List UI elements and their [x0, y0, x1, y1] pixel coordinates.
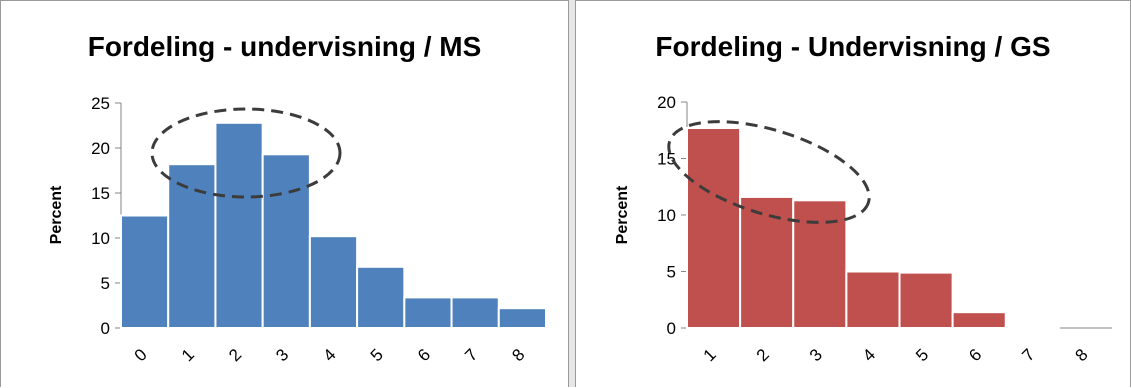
y-tick-label: 5	[667, 263, 676, 282]
chart-panel-gs: Fordeling - Undervisning / GS 0 5 10 15 20 Pe…	[575, 0, 1131, 387]
y-tick-label: 0	[667, 319, 676, 338]
x-tick-label: 3	[272, 345, 292, 365]
chart-title: Fordeling - undervisning / MS	[87, 31, 482, 62]
chart-panel-ms: Fordeling - undervisning / MS 0 5 10 15 20 25…	[0, 0, 569, 387]
y-axis-label: Percent	[48, 185, 65, 244]
chart-title: Fordeling - Undervisning / GS	[655, 31, 1051, 62]
x-tick-label: 8	[1071, 345, 1091, 365]
bar	[403, 296, 453, 329]
bar	[1004, 325, 1060, 329]
bar	[898, 271, 954, 330]
chart-gs: 0 5 10 15 20 Percent 1 2 3 4 5 6 7 8	[614, 93, 1112, 365]
x-tick-label: 1	[700, 345, 720, 365]
highlight-ellipse	[667, 120, 871, 224]
bar	[739, 195, 795, 329]
bar	[792, 199, 848, 329]
bar	[450, 296, 500, 329]
y-tick-label: 20	[657, 93, 676, 112]
x-tick-label: 6	[414, 345, 434, 365]
y-tick-label: 15	[657, 150, 676, 169]
x-tick-label: 5	[912, 345, 932, 365]
bar	[845, 270, 901, 329]
highlight-ellipse	[150, 107, 342, 199]
y-tick-label: 20	[91, 139, 110, 158]
y-tick-label: 5	[101, 274, 110, 293]
bar	[951, 311, 1007, 329]
x-tick-label: 8	[508, 345, 528, 365]
x-tick-label: 3	[806, 345, 826, 365]
chart-ms: 0 5 10 15 20 25 Percent 0 1 2 3 4 5 6 7 8	[48, 94, 547, 365]
y-tick-label: 10	[91, 229, 110, 248]
bar	[167, 163, 217, 329]
x-tick-label: 2	[753, 345, 773, 365]
bar	[308, 235, 359, 329]
bar	[261, 153, 311, 329]
y-tick-label: 25	[91, 94, 110, 113]
x-tick-label: 7	[461, 345, 481, 365]
y-tick-label: 0	[101, 319, 110, 338]
bar	[686, 126, 742, 329]
panel-divider	[569, 0, 575, 387]
bar	[214, 121, 264, 329]
y-tick-label: 15	[91, 184, 110, 203]
y-tick-label: 10	[657, 206, 676, 225]
y-axis-label: Percent	[614, 185, 631, 244]
bar	[120, 214, 170, 329]
x-tick-label: 4	[859, 345, 879, 365]
x-tick-label: 0	[131, 345, 151, 365]
x-tick-label: 1	[178, 345, 198, 365]
x-tick-label: 2	[225, 345, 245, 365]
x-tick-label: 6	[965, 345, 985, 365]
x-tick-label: 4	[320, 345, 340, 365]
bar	[356, 265, 406, 329]
bar	[497, 307, 547, 330]
x-tick-label: 7	[1018, 345, 1038, 365]
x-tick-label: 5	[367, 345, 387, 365]
